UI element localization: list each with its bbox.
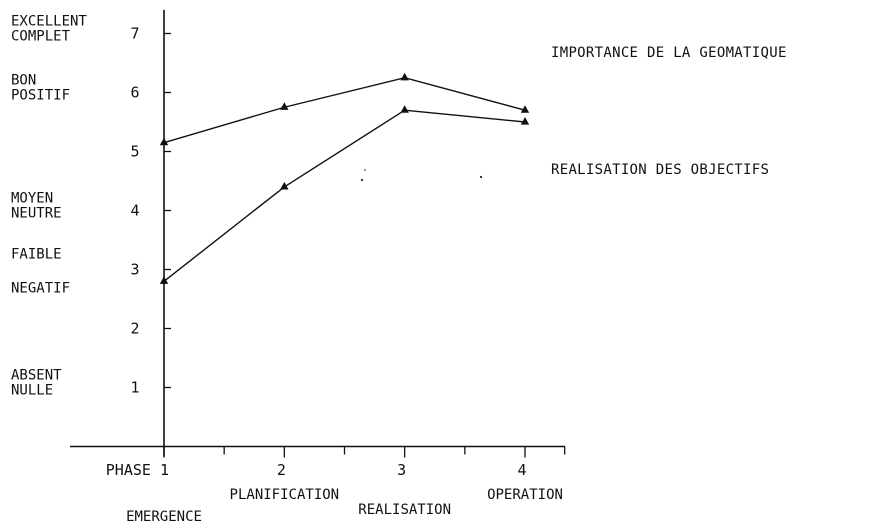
x-phase-label: EMERGENCE (126, 509, 202, 523)
x-tick-label: PHASE 1 (106, 461, 169, 479)
x-tick-label: 4 (517, 461, 526, 479)
y-quality-label: EXCELLENT (11, 14, 87, 30)
y-quality-label: NEGATIF (11, 281, 70, 297)
y-quality-label: BON (11, 73, 36, 89)
data-point-marker (159, 137, 169, 146)
y-quality-label: POSITIF (11, 88, 70, 104)
speck-mark (364, 169, 366, 171)
y-tick-label: 2 (130, 320, 139, 338)
y-quality-label: FAIBLE (11, 247, 62, 263)
y-tick-label: 7 (130, 25, 139, 43)
x-tick-label: 2 (277, 461, 286, 479)
y-quality-label: COMPLET (11, 29, 71, 45)
data-point-marker (280, 181, 289, 190)
speck-mark (360, 178, 364, 182)
x-phase-label: REALISATION (358, 502, 451, 518)
data-point-marker (280, 102, 289, 110)
x-phase-label: OPERATION (487, 487, 563, 503)
y-tick-label: 3 (130, 261, 139, 279)
series-line (163, 109, 526, 282)
x-tick-label: 3 (397, 461, 406, 479)
data-point-marker (520, 117, 530, 125)
y-tick-label: 4 (130, 202, 139, 220)
y-tick-label: 6 (130, 84, 139, 102)
y-quality-label: NULLE (11, 383, 53, 399)
x-phase-label: PLANIFICATION (230, 487, 340, 503)
data-point-marker (400, 72, 409, 81)
series-label: IMPORTANCE DE LA GEOMATIQUE (551, 45, 787, 61)
series-label: REALISATION DES OBJECTIFS (551, 162, 769, 178)
y-quality-label: MOYEN (11, 191, 53, 207)
data-point-marker (520, 105, 530, 113)
speck-mark (479, 175, 483, 179)
y-tick-label: 1 (130, 379, 139, 397)
data-point-marker (159, 276, 169, 284)
y-quality-label: NEUTRE (11, 206, 62, 222)
y-tick-label: 5 (130, 143, 139, 161)
series-line (163, 77, 526, 144)
data-point-marker (400, 105, 409, 113)
y-quality-label: ABSENT (11, 368, 62, 384)
